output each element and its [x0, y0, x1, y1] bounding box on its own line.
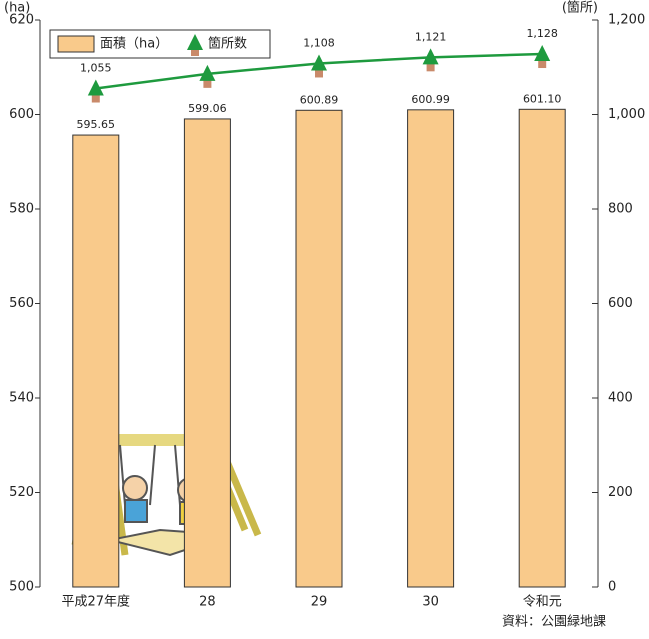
bar-label: 600.99 [411, 93, 450, 106]
legend-swatch [57, 35, 95, 53]
marker [311, 54, 327, 71]
point-label: 1,055 [80, 62, 112, 75]
y-tick-label: 620 [9, 13, 34, 28]
point-label: 1,108 [303, 36, 335, 49]
marker-trunk [315, 69, 323, 78]
y2-tick-label: 600 [608, 296, 633, 311]
bar [183, 118, 231, 588]
legend-trunk [191, 50, 199, 56]
y2-tick-label: 1,200 [608, 13, 645, 28]
bar [72, 134, 120, 588]
y2-tick-label: 0 [608, 580, 616, 595]
y2-tick-label: 400 [608, 391, 633, 406]
marker [199, 64, 216, 81]
y-tick-label: 600 [9, 107, 34, 122]
x-tick-label: 28 [199, 595, 216, 610]
x-tick-label: 29 [311, 595, 328, 610]
marker-trunk [538, 60, 547, 69]
bar-label: 595.65 [77, 118, 116, 131]
bar [295, 109, 343, 588]
y2-tick-label: 800 [608, 202, 633, 217]
marker-trunk [203, 79, 212, 88]
bar [407, 109, 455, 588]
y-tick-label: 540 [9, 391, 34, 406]
bar-label: 601.10 [523, 92, 562, 105]
bar-label: 599.06 [188, 102, 227, 115]
marker-trunk [91, 94, 100, 103]
y2-axis-label: (箇所) [562, 0, 598, 16]
legend-marker [187, 34, 203, 50]
marker [87, 79, 104, 96]
y-tick-label: 560 [9, 296, 34, 311]
x-tick-label: 令和元 [523, 595, 562, 610]
legend-label: 面積（ha） [100, 37, 168, 52]
y2-tick-label: 1,000 [608, 107, 645, 122]
bar [518, 108, 566, 588]
x-tick-label: 平成27年度 [62, 594, 131, 610]
point-label: 1,128 [526, 27, 558, 40]
point-label: 1,121 [415, 30, 447, 43]
marker [534, 45, 551, 62]
marker [422, 48, 439, 65]
legend-label: 箇所数 [208, 36, 247, 52]
y-axis-label: (ha) [4, 1, 30, 16]
marker-trunk [426, 63, 435, 72]
y-tick-label: 580 [9, 202, 34, 217]
y2-tick-label: 200 [608, 485, 633, 500]
x-tick-label: 30 [422, 595, 439, 610]
source: 資料：公園緑地課 [502, 614, 606, 630]
y-tick-label: 500 [9, 580, 34, 595]
bar-label: 600.89 [300, 93, 339, 106]
y-tick-label: 520 [9, 485, 34, 500]
